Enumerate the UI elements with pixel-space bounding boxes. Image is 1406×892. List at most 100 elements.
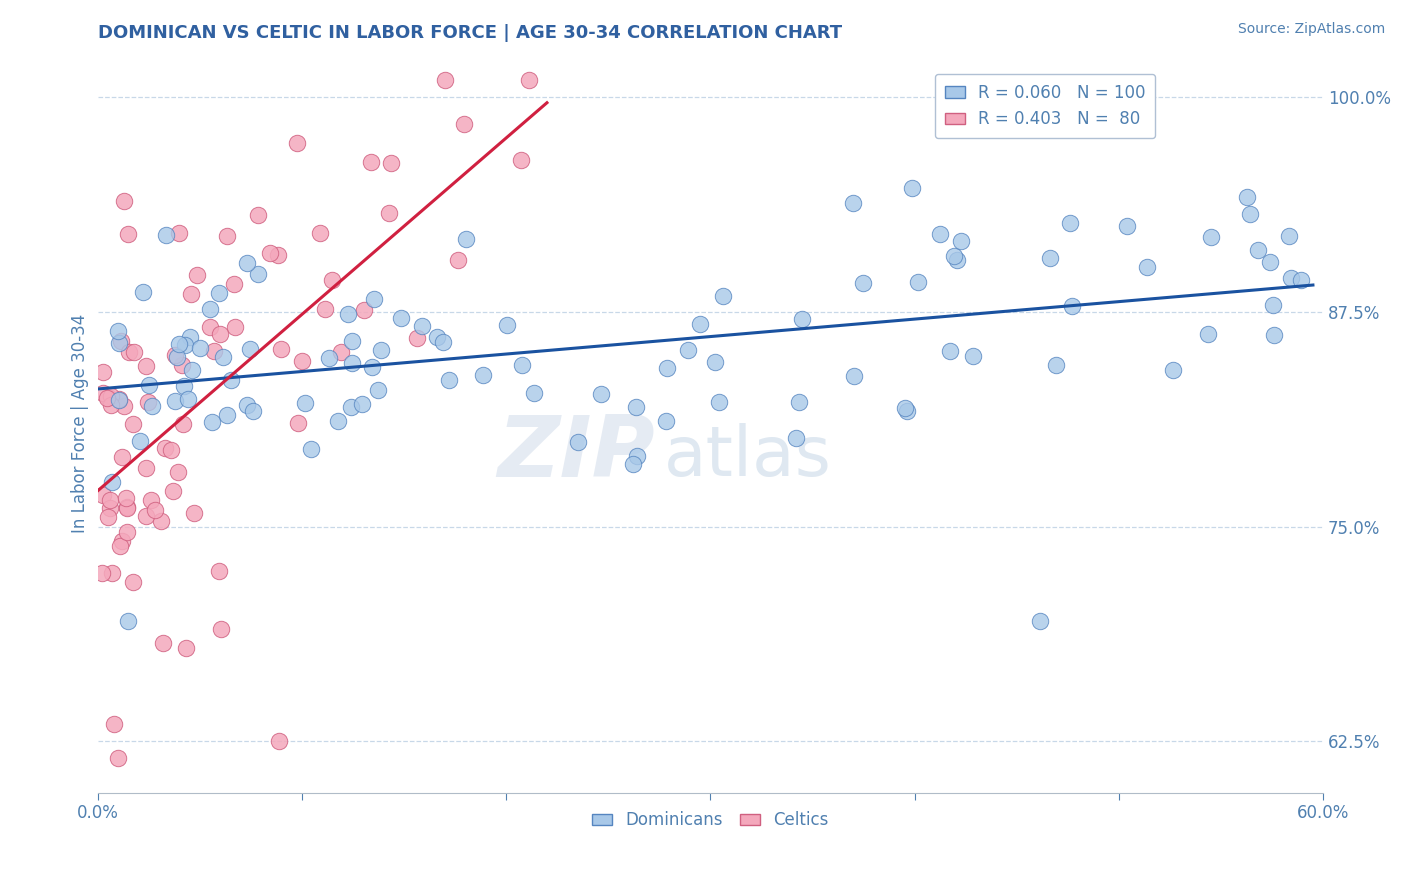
- Point: [447, 253, 470, 268]
- Point: [352, 396, 374, 410]
- Point: [790, 312, 813, 326]
- Point: [135, 508, 157, 523]
- Point: [208, 564, 231, 578]
- Point: [852, 276, 875, 290]
- Point: [621, 457, 644, 471]
- Point: [287, 416, 309, 430]
- Point: [294, 396, 316, 410]
- Point: [246, 267, 269, 281]
- Point: [1059, 216, 1081, 230]
- Point: [704, 355, 727, 369]
- Point: [713, 288, 735, 302]
- Point: [118, 344, 141, 359]
- Point: [186, 268, 208, 283]
- Point: [626, 449, 648, 463]
- Point: [117, 614, 139, 628]
- Point: [110, 334, 132, 348]
- Point: [121, 574, 143, 589]
- Point: [589, 386, 612, 401]
- Point: [91, 365, 114, 379]
- Point: [389, 310, 412, 325]
- Point: [98, 501, 121, 516]
- Point: [115, 491, 138, 505]
- Point: [180, 363, 202, 377]
- Point: [907, 275, 929, 289]
- Point: [211, 351, 233, 365]
- Point: [340, 334, 363, 348]
- Point: [361, 360, 384, 375]
- Point: [308, 226, 330, 240]
- Point: [136, 395, 159, 409]
- Point: [363, 293, 385, 307]
- Point: [173, 378, 195, 392]
- Point: [787, 394, 810, 409]
- Point: [378, 206, 401, 220]
- Point: [100, 399, 122, 413]
- Point: [495, 318, 517, 332]
- Point: [117, 500, 139, 514]
- Text: DOMINICAN VS CELTIC IN LABOR FORCE | AGE 30-34 CORRELATION CHART: DOMINICAN VS CELTIC IN LABOR FORCE | AGE…: [97, 24, 842, 42]
- Point: [1039, 251, 1062, 265]
- Point: [299, 442, 322, 456]
- Point: [100, 566, 122, 580]
- Point: [152, 636, 174, 650]
- Point: [167, 226, 190, 240]
- Point: [1236, 190, 1258, 204]
- Point: [209, 622, 232, 636]
- Point: [432, 334, 454, 349]
- Point: [411, 318, 433, 333]
- Point: [172, 417, 194, 431]
- Point: [198, 319, 221, 334]
- Point: [163, 394, 186, 409]
- Point: [336, 307, 359, 321]
- Point: [160, 443, 183, 458]
- Point: [91, 488, 114, 502]
- Point: [111, 534, 134, 549]
- Point: [1279, 271, 1302, 285]
- Point: [946, 252, 969, 267]
- Point: [472, 368, 495, 383]
- Point: [329, 345, 352, 359]
- Point: [676, 343, 699, 357]
- Point: [655, 414, 678, 428]
- Point: [1045, 358, 1067, 372]
- Point: [689, 318, 711, 332]
- Point: [100, 389, 122, 403]
- Point: [318, 351, 340, 365]
- Point: [219, 373, 242, 387]
- Point: [314, 302, 336, 317]
- Point: [342, 356, 364, 370]
- Point: [456, 232, 478, 246]
- Point: [153, 441, 176, 455]
- Point: [107, 392, 129, 407]
- Point: [1263, 328, 1285, 343]
- Point: [209, 326, 232, 341]
- Point: [166, 350, 188, 364]
- Point: [939, 344, 962, 359]
- Point: [962, 350, 984, 364]
- Point: [135, 461, 157, 475]
- Point: [112, 194, 135, 209]
- Point: [523, 385, 546, 400]
- Point: [202, 344, 225, 359]
- Point: [96, 391, 118, 405]
- Text: Source: ZipAtlas.com: Source: ZipAtlas.com: [1237, 22, 1385, 37]
- Point: [162, 484, 184, 499]
- Point: [517, 73, 540, 87]
- Point: [177, 392, 200, 407]
- Point: [1029, 614, 1052, 628]
- Point: [709, 394, 731, 409]
- Point: [950, 234, 973, 248]
- Point: [1062, 299, 1084, 313]
- Point: [108, 392, 131, 407]
- Point: [122, 345, 145, 359]
- Point: [353, 303, 375, 318]
- Point: [135, 359, 157, 374]
- Point: [1263, 298, 1285, 312]
- Point: [201, 415, 224, 429]
- Point: [98, 493, 121, 508]
- Point: [138, 378, 160, 392]
- Point: [149, 514, 172, 528]
- Point: [406, 331, 429, 345]
- Point: [453, 116, 475, 130]
